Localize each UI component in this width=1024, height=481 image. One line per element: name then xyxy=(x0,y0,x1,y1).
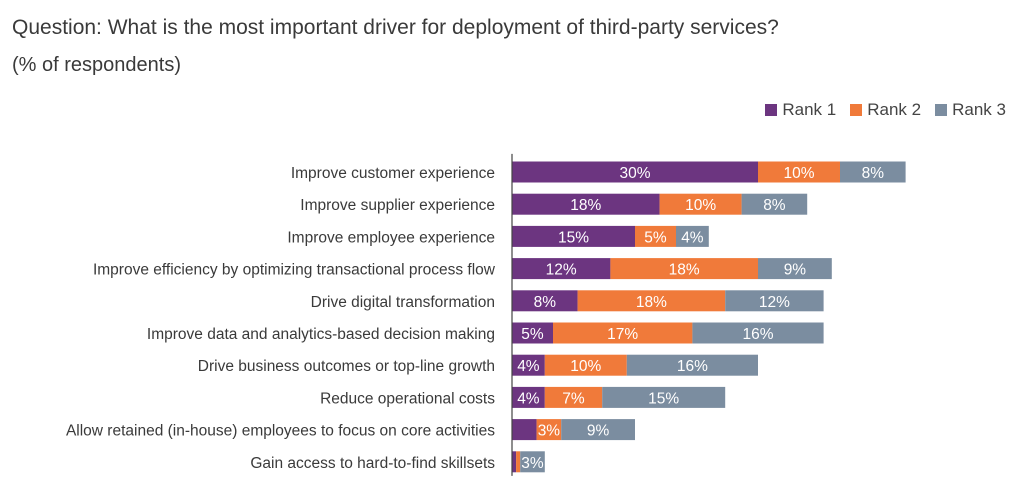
category-label: Improve customer experience xyxy=(291,165,495,182)
category-label: Reduce operational costs xyxy=(320,390,495,407)
data-label: 16% xyxy=(677,358,708,375)
category-label: Improve data and analytics-based decisio… xyxy=(147,326,495,343)
bar-segment-rank-1 xyxy=(512,161,758,183)
legend-swatch-rank-3 xyxy=(935,104,948,116)
legend: Rank 1 Rank 2 Rank 3 xyxy=(765,100,1006,120)
data-label: 9% xyxy=(587,423,610,440)
bar-segment-rank-1 xyxy=(512,193,660,215)
bar-segment-rank-2 xyxy=(659,193,742,215)
category-label: Drive business outcomes or top-line grow… xyxy=(198,358,495,375)
bar-segment-rank-2 xyxy=(516,451,521,473)
legend-swatch-rank-1 xyxy=(765,104,778,116)
bar-segment-rank-2 xyxy=(536,419,562,441)
legend-label-rank-3: Rank 3 xyxy=(952,100,1006,119)
chart-title: Question: What is the most important dri… xyxy=(12,16,779,39)
data-label: 8% xyxy=(534,294,557,311)
data-label: 16% xyxy=(742,326,773,343)
data-label: 12% xyxy=(546,262,577,279)
legend-item-rank-3: Rank 3 xyxy=(935,100,1006,120)
data-label: 18% xyxy=(570,197,601,214)
legend-item-rank-2: Rank 2 xyxy=(850,100,921,120)
legend-label-rank-2: Rank 2 xyxy=(867,100,922,119)
bar-segment-rank-3 xyxy=(758,258,832,280)
bar-segment-rank-1 xyxy=(512,225,635,247)
bar-segment-rank-3 xyxy=(602,386,726,408)
category-label: Improve employee experience xyxy=(287,229,495,246)
bar-segment-rank-3 xyxy=(725,290,824,312)
data-label: 8% xyxy=(763,197,786,214)
bar-segment-rank-3 xyxy=(561,419,635,441)
bar-segment-rank-1 xyxy=(512,290,578,312)
chart-subtitle: (% of respondents) xyxy=(12,54,181,76)
category-label: Gain access to hard-to-find skillsets xyxy=(250,455,495,472)
bar-segment-rank-3 xyxy=(840,161,906,183)
legend-label-rank-1: Rank 1 xyxy=(782,100,837,119)
bar-segment-rank-2 xyxy=(544,354,627,376)
data-label: 18% xyxy=(669,262,700,279)
data-label: 10% xyxy=(570,358,601,375)
data-label: 10% xyxy=(783,165,814,182)
bar-segment-rank-3 xyxy=(520,451,545,473)
category-label: Drive digital transformation xyxy=(311,294,495,311)
data-label: 8% xyxy=(862,165,885,182)
data-label: 5% xyxy=(644,229,667,246)
data-label: 17% xyxy=(607,326,638,343)
data-label: 5% xyxy=(521,326,544,343)
bar-segment-rank-1 xyxy=(512,322,553,344)
bar-segment-rank-1 xyxy=(512,386,545,408)
data-label: 4% xyxy=(517,358,540,375)
bar-segment-rank-3 xyxy=(626,354,758,376)
data-label: 3% xyxy=(538,423,561,440)
legend-item-rank-1: Rank 1 xyxy=(765,100,836,120)
data-label: 7% xyxy=(562,390,585,407)
data-label: 15% xyxy=(648,390,679,407)
bar-segment-rank-2 xyxy=(610,258,758,280)
data-label: 4% xyxy=(681,229,704,246)
data-label: 15% xyxy=(558,229,589,246)
category-label: Improve supplier experience xyxy=(300,197,495,214)
bar-segment-rank-1 xyxy=(512,354,545,376)
category-label: Improve efficiency by optimizing transac… xyxy=(93,262,496,279)
bar-segment-rank-2 xyxy=(577,290,726,312)
category-label: Allow retained (in-house) employees to f… xyxy=(66,423,495,440)
data-label: 9% xyxy=(784,262,807,279)
bar-segment-rank-3 xyxy=(676,225,709,247)
bar-segment-rank-1 xyxy=(512,451,517,473)
bar-segment-rank-2 xyxy=(635,225,676,247)
data-label: 30% xyxy=(619,165,650,182)
bar-segment-rank-2 xyxy=(758,161,840,183)
data-label: 3% xyxy=(521,455,544,472)
bar-segment-rank-3 xyxy=(741,193,808,215)
bar-segment-rank-1 xyxy=(512,258,611,280)
legend-swatch-rank-2 xyxy=(850,104,863,116)
bar-segment-rank-3 xyxy=(692,322,824,344)
bar-segment-rank-2 xyxy=(553,322,693,344)
data-label: 12% xyxy=(759,294,790,311)
data-label: 18% xyxy=(636,294,667,311)
data-label: 4% xyxy=(517,390,540,407)
data-label: 10% xyxy=(685,197,716,214)
bar-segment-rank-1 xyxy=(512,419,537,441)
bar-segment-rank-2 xyxy=(544,386,603,408)
